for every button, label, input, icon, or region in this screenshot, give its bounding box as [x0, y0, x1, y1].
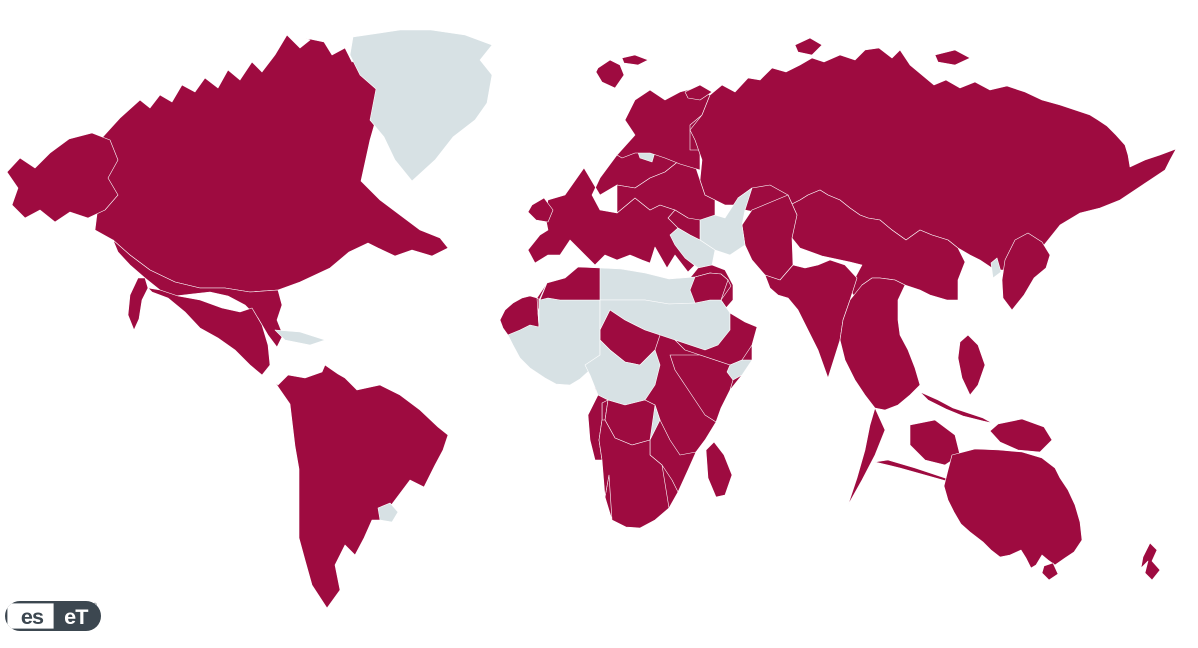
svg-text:eT: eT: [64, 604, 88, 629]
svg-text:es: es: [21, 604, 44, 629]
